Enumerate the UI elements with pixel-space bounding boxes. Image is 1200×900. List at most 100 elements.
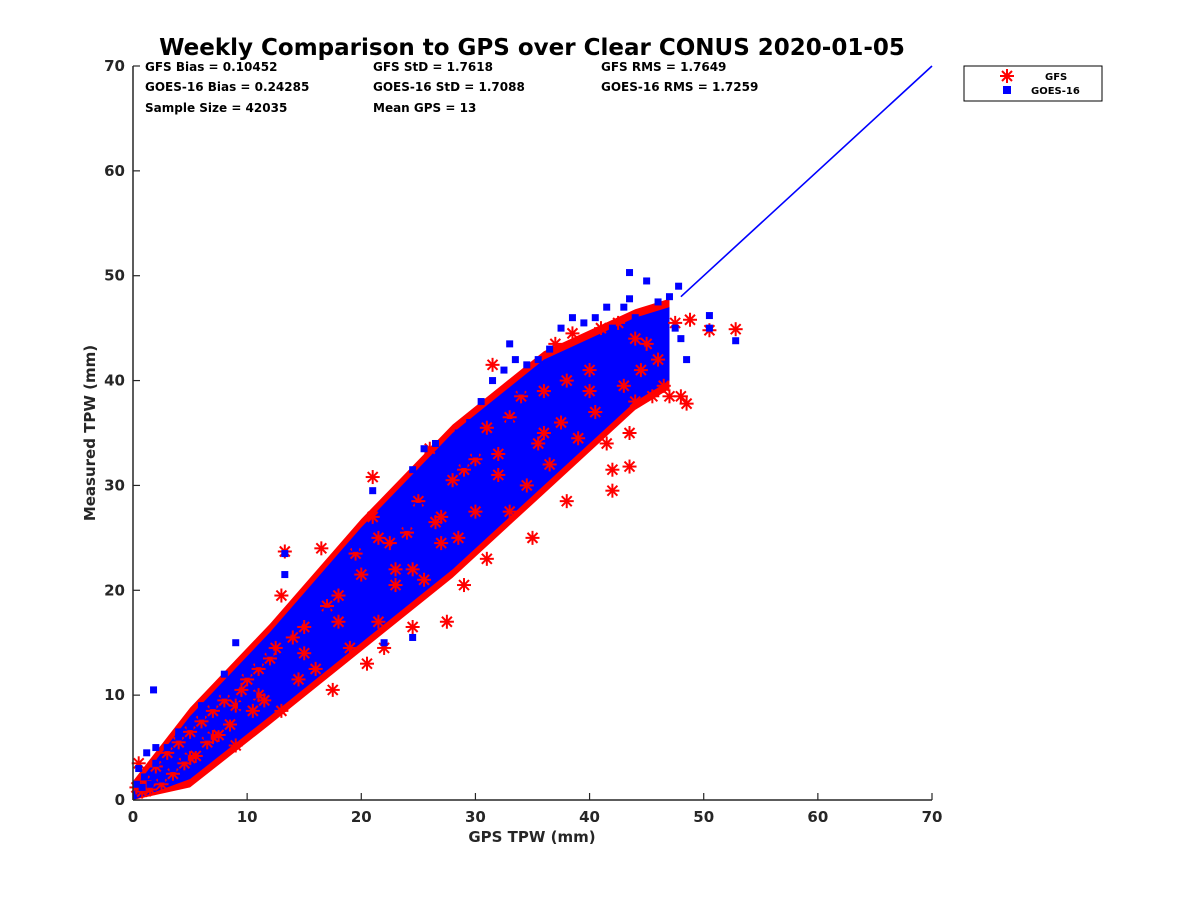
gfs-point	[325, 682, 340, 697]
goes16-point	[197, 702, 205, 710]
goes16-point	[329, 576, 337, 584]
gfs-point	[297, 646, 312, 661]
gfs-point	[639, 336, 654, 351]
gfs-point	[297, 619, 312, 634]
legend-goes16-marker-icon	[1003, 86, 1011, 94]
y-tick-label: 40	[104, 372, 125, 390]
y-tick-label: 60	[104, 162, 125, 180]
gfs-point	[354, 567, 369, 582]
goes16-point	[380, 555, 388, 563]
goes16-point	[146, 780, 154, 788]
y-axis-title: Measured TPW (mm)	[81, 345, 99, 521]
goes16-point	[414, 502, 422, 510]
goes16-point	[369, 576, 377, 584]
goes16-point	[574, 356, 582, 364]
goes16-point	[437, 471, 445, 479]
stat-gfs-std: GFS StD = 1.7618	[373, 60, 493, 74]
gfs-point	[599, 436, 614, 451]
one-to-one-line	[680, 65, 933, 298]
gfs-point	[622, 426, 637, 440]
goes16-point	[523, 361, 531, 369]
goes16-point	[220, 691, 228, 699]
gfs-point	[542, 457, 557, 472]
goes16-point	[152, 744, 160, 752]
goes16-point	[226, 712, 234, 720]
gfs-point	[479, 420, 494, 435]
goes16-point	[506, 419, 514, 427]
y-tick-label: 20	[104, 581, 125, 599]
gfs-point	[605, 462, 620, 477]
y-tick-label: 0	[115, 791, 125, 809]
goes16-point	[551, 398, 559, 406]
gfs-point	[491, 467, 506, 482]
goes16-point	[489, 377, 497, 385]
y-tick-label: 50	[104, 267, 125, 285]
goes16-point	[192, 744, 200, 752]
goes16-point	[517, 387, 525, 395]
gfs-point	[405, 562, 420, 577]
gfs-point	[616, 378, 631, 393]
gfs-point	[417, 572, 432, 587]
goes16-point	[660, 335, 668, 343]
gfs-point	[434, 509, 449, 524]
goes16-point	[374, 523, 382, 531]
stat-gfs-rms: GFS RMS = 1.7649	[601, 60, 726, 74]
goes16-point	[175, 733, 183, 741]
gfs-point	[491, 446, 506, 461]
goes16-point	[529, 398, 536, 406]
goes16-point	[586, 345, 594, 353]
goes16-point	[477, 398, 485, 406]
x-tick-label: 70	[922, 808, 943, 826]
goes16-point	[683, 356, 691, 364]
goes16-point	[175, 728, 183, 736]
gfs-point	[365, 509, 380, 524]
goes16-point	[563, 366, 571, 374]
goes16-point	[203, 733, 211, 741]
gfs-point	[628, 394, 643, 409]
gfs-point	[485, 357, 500, 372]
goes16-point	[150, 686, 158, 694]
goes16-point	[540, 377, 548, 385]
goes16-point	[289, 660, 297, 668]
x-tick-label: 0	[128, 808, 138, 826]
gfs-point	[468, 504, 483, 519]
goes16-point	[243, 670, 251, 678]
gfs-point	[439, 614, 454, 629]
gfs-point	[531, 436, 546, 451]
goes16-point	[643, 277, 651, 285]
gfs-point	[457, 578, 472, 593]
goes16-point	[460, 460, 468, 468]
gfs-point	[605, 483, 620, 498]
goes16-point	[732, 337, 740, 345]
gfs-point	[365, 470, 380, 485]
goes16-point	[357, 607, 365, 615]
gfs-point	[451, 530, 466, 545]
legend-goes16-label: GOES-16	[1031, 86, 1080, 97]
goes16-point	[546, 345, 554, 353]
goes16-point	[626, 269, 634, 277]
stat-mean-gps: Mean GPS = 13	[373, 101, 476, 115]
gfs-point	[651, 352, 666, 367]
y-tick-label: 30	[104, 476, 125, 494]
goes16-point	[186, 723, 194, 731]
goes16-point	[597, 335, 605, 343]
goes16-point	[232, 639, 240, 647]
gfs-point	[656, 378, 671, 393]
goes16-point	[431, 439, 439, 447]
goes16-point	[409, 633, 417, 641]
goes16-point	[163, 744, 171, 752]
gfs-point	[582, 384, 597, 399]
goes16-point	[500, 366, 508, 374]
scatter-density-area	[133, 307, 670, 800]
goes16-point	[295, 618, 303, 626]
goes16-point	[534, 356, 542, 364]
goes16-point	[397, 492, 405, 500]
gfs-point	[342, 640, 357, 655]
gfs-point	[314, 541, 329, 556]
goes16-point	[255, 654, 263, 662]
gfs-point	[371, 614, 386, 629]
goes16-point	[443, 450, 451, 458]
y-tick-label: 70	[104, 57, 125, 75]
goes16-point	[557, 324, 565, 332]
